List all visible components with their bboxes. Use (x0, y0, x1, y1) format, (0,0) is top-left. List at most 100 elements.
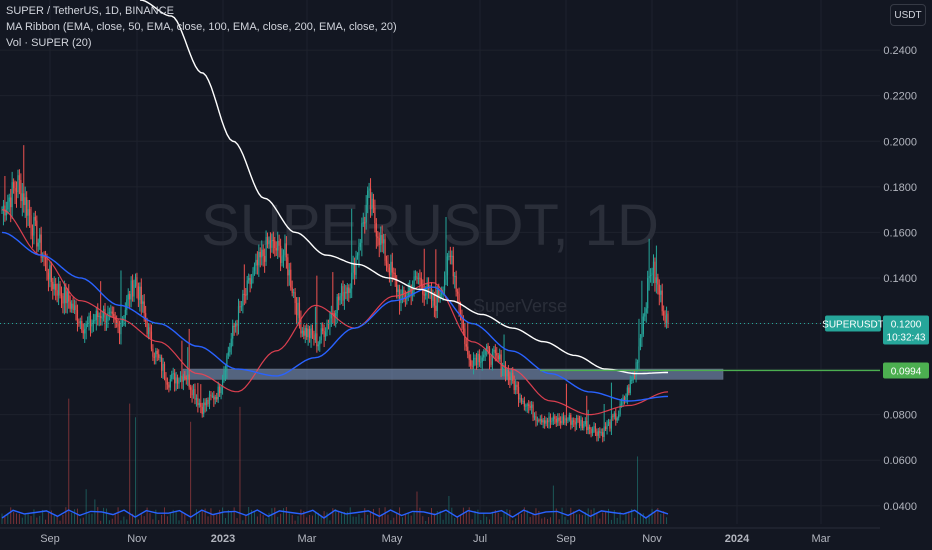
watermark-sub: SuperVerse (473, 296, 567, 316)
candle-body (204, 402, 206, 406)
candle-body (448, 255, 450, 257)
volume-bar (274, 507, 276, 524)
candle-body (515, 384, 517, 391)
candle-body (235, 323, 237, 327)
candle-body (380, 235, 382, 245)
candle-body (561, 416, 563, 424)
volume-bar (326, 512, 328, 524)
time-tick-label: May (382, 533, 403, 545)
candle-body (436, 289, 438, 311)
candle-body (105, 321, 108, 323)
volume-bar (401, 517, 403, 524)
candle-body (338, 296, 340, 301)
volume-bar (79, 518, 81, 524)
candle-body (467, 346, 469, 355)
candle-body (42, 256, 44, 258)
currency-button[interactable]: USDT (890, 4, 926, 26)
volume-bar (410, 515, 412, 524)
volume-bar (181, 512, 183, 524)
candle-body (435, 305, 437, 311)
candle-body (7, 201, 9, 210)
candle-body (46, 259, 48, 273)
volume-bar (631, 508, 633, 524)
candle-body (20, 180, 22, 202)
candle-body (8, 197, 10, 202)
candle-body (76, 309, 79, 323)
candle-body (647, 278, 649, 309)
candle-body (329, 318, 331, 325)
volume-bar (332, 508, 334, 524)
candle-body (198, 403, 200, 406)
price-axis[interactable]: 0.2400 0.2200 0.2000 0.1800 0.1600 0.1400 0.08… (883, 45, 917, 513)
volume-bar (483, 512, 485, 524)
candle-body (365, 204, 367, 223)
candle-body (612, 416, 614, 418)
time-tick-label: 2024 (725, 533, 750, 545)
volume-bar (262, 515, 264, 524)
candle-body (369, 188, 372, 210)
candle-body (414, 276, 417, 278)
volume-bar (268, 512, 270, 524)
candle-body (606, 424, 608, 430)
candle-body (600, 432, 602, 434)
candle-body (43, 256, 45, 258)
candle-body (620, 403, 623, 405)
candle-body (55, 283, 57, 291)
candle-body (56, 290, 58, 296)
ma-ribbon-legend[interactable]: MA Ribbon (EMA, close, 50, EMA, close, 1… (6, 21, 397, 33)
volume-bar (480, 520, 482, 524)
volume-bar (45, 519, 47, 524)
candle-body (117, 323, 119, 327)
chart-title[interactable]: SUPER / TetherUS, 1D, BINANCE (6, 5, 174, 17)
volume-bar (103, 507, 105, 524)
candle-body (478, 353, 480, 363)
volume-bar (4, 516, 6, 524)
candle-body (390, 261, 392, 276)
volume-bar (372, 508, 374, 524)
candle-body (36, 220, 38, 247)
volume-bar (65, 507, 67, 524)
candle-body (245, 294, 247, 296)
candle-body (455, 275, 457, 292)
candle-body (192, 389, 195, 396)
volume-bar (416, 491, 418, 524)
time-axis[interactable]: Sep Nov 2023 Mar May Jul Sep Nov 2024 Mar (0, 527, 880, 545)
volume-bar (381, 514, 383, 524)
candle-body (60, 294, 63, 297)
candle-body (28, 209, 31, 216)
volume-bar (425, 520, 427, 524)
volume-bar (146, 507, 148, 524)
candle-body (78, 322, 80, 324)
candle-body (452, 255, 454, 277)
candle-body (578, 419, 581, 426)
candle-body (293, 292, 295, 294)
volume-bar (634, 517, 636, 524)
candle-body (223, 372, 225, 380)
candle-body (500, 354, 502, 370)
candle-body (171, 374, 173, 380)
volume-legend[interactable]: Vol · SUPER (20) (6, 37, 92, 49)
volume-bar (85, 489, 87, 524)
candle-body (497, 355, 499, 360)
volume-bar (320, 515, 322, 524)
candle-body (544, 420, 546, 424)
candle-body (322, 328, 324, 332)
volume-bar (27, 514, 29, 524)
volume-bar (599, 518, 601, 524)
candle-body (486, 346, 488, 351)
price-tick-label: 0.1400 (883, 273, 917, 285)
candle-body (145, 313, 147, 322)
candle-body (413, 276, 415, 289)
candle-body (667, 313, 669, 324)
candle-body (375, 223, 377, 237)
candle-body (596, 431, 598, 436)
candle-body (190, 387, 192, 390)
candle-body (517, 386, 520, 400)
candle-body (91, 322, 93, 327)
volume-bar (454, 517, 456, 524)
candle-body (11, 182, 13, 208)
candle-body (507, 369, 509, 377)
candle-body (213, 395, 215, 400)
